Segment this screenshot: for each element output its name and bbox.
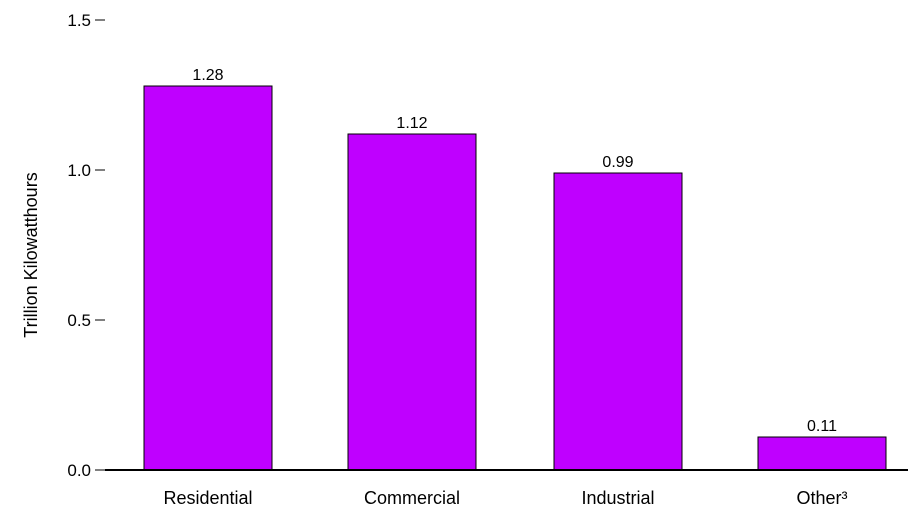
value-label-1: 1.12 [396, 115, 427, 132]
bar-1 [347, 133, 477, 471]
value-label-2: 0.99 [602, 154, 633, 171]
y-tick-label: 0.5 [67, 311, 91, 330]
y-tick-label: 1.5 [67, 11, 91, 30]
y-tick-label: 0.0 [67, 461, 91, 480]
x-category-label: Residential [163, 488, 252, 508]
bars [143, 85, 887, 471]
bar-3 [757, 436, 887, 471]
value-label-0: 1.28 [192, 67, 223, 84]
y-axis: 0.0 0.5 1.0 1.5 [67, 11, 105, 480]
y-tick-label: 1.0 [67, 161, 91, 180]
value-label-3: 0.11 [807, 418, 837, 435]
bar-0 [143, 85, 273, 471]
y-axis-title: Trillion Kilowatthours [21, 172, 41, 337]
x-category-label: Other³ [796, 488, 847, 508]
x-category-label: Industrial [581, 488, 654, 508]
x-category-label: Commercial [364, 488, 460, 508]
value-labels: 1.28 1.12 0.99 0.11 [192, 67, 837, 435]
x-axis: Residential Commercial Industrial Other³ [105, 469, 908, 508]
bar-2 [553, 172, 683, 471]
